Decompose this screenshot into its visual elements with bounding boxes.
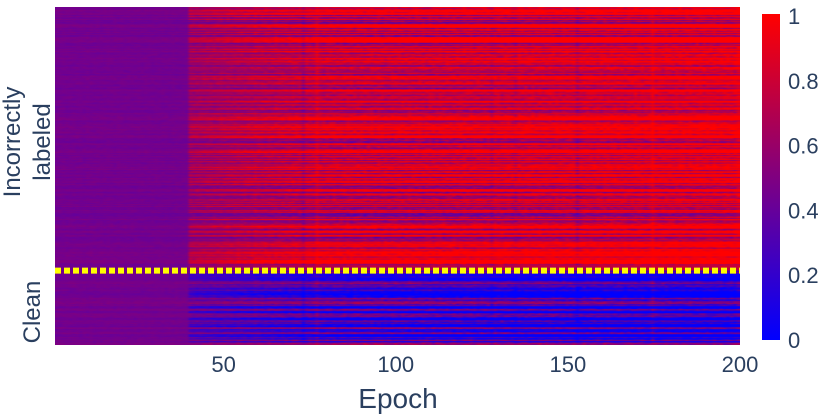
- colorbar-tick-label: 0.2: [788, 263, 819, 288]
- x-axis-title: Epoch: [358, 383, 437, 414]
- y-group-label-incorrect-line1: Incorrectly: [0, 87, 26, 198]
- x-tick-label: 150: [550, 352, 587, 377]
- x-tick-label: 100: [377, 352, 414, 377]
- y-group-label-incorrect-line2: labeled: [29, 103, 56, 180]
- heatmap-plot-area: [55, 7, 740, 345]
- colorbar: 0 0.2 0.4 0.6 0.8 1: [762, 4, 819, 353]
- colorbar-tick-label: 0: [788, 328, 800, 353]
- colorbar-tick-label: 0.8: [788, 69, 819, 94]
- heatmap-cells: [55, 7, 740, 345]
- x-axis-ticks: 50 100 150 200: [211, 352, 758, 377]
- y-group-label-clean: Clean: [19, 281, 46, 344]
- colorbar-gradient: [762, 14, 780, 340]
- colorbar-tick-label: 1: [788, 4, 800, 29]
- x-tick-label: 200: [722, 352, 759, 377]
- colorbar-tick-label: 0.6: [788, 134, 819, 159]
- colorbar-tick-label: 0.4: [788, 198, 819, 223]
- y-axis-group-labels: Incorrectly labeled Clean: [0, 87, 56, 344]
- x-tick-label: 50: [211, 352, 235, 377]
- colorbar-ticks: 0 0.2 0.4 0.6 0.8 1: [788, 4, 819, 353]
